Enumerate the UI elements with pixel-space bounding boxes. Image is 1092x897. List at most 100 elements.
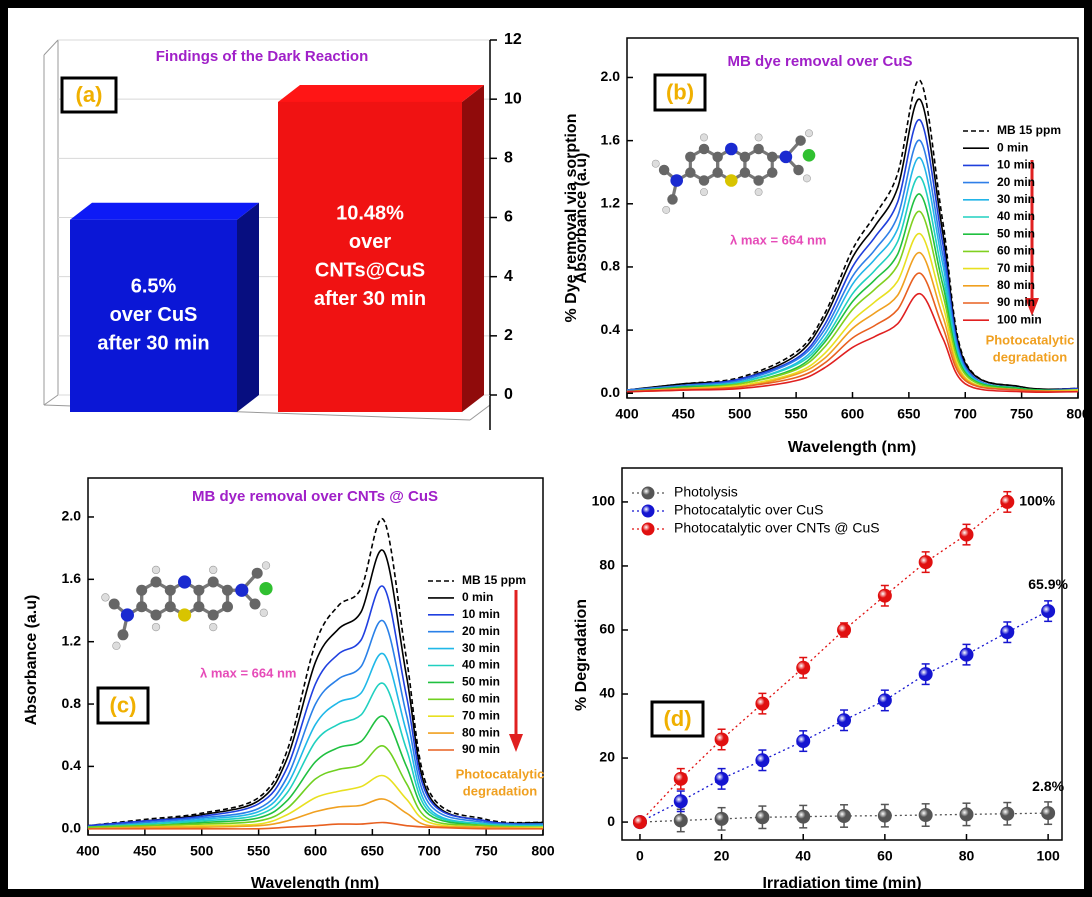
y-tick-label: 2 xyxy=(504,327,513,344)
value-label: 2.8% xyxy=(1032,778,1064,794)
x-tick-label: 550 xyxy=(784,406,808,422)
y-tick-label: 0 xyxy=(607,813,615,829)
bar-annotation: after 30 min xyxy=(314,288,426,310)
data-point xyxy=(674,772,687,785)
data-point xyxy=(878,694,891,707)
bar-annotation: CNTs@CuS xyxy=(315,260,425,282)
annotation: Photocatalytic xyxy=(456,766,545,781)
data-point xyxy=(919,809,932,822)
y-tick-label: 4 xyxy=(504,268,513,285)
legend-label: 10 min xyxy=(462,607,500,621)
data-point xyxy=(1001,807,1014,820)
x-tick-label: 700 xyxy=(418,843,442,859)
x-tick-label: 550 xyxy=(247,843,271,859)
x-axis-label: Wavelength (nm) xyxy=(251,875,379,892)
data-point xyxy=(838,714,851,727)
y-tick-label: 0.0 xyxy=(62,819,82,835)
legend-label: 60 min xyxy=(462,691,500,705)
bar xyxy=(278,102,462,412)
legend-label: 30 min xyxy=(997,192,1035,206)
bar-annotation: over xyxy=(349,231,391,253)
legend-label: 40 min xyxy=(462,658,500,672)
y-tick-label: 2.0 xyxy=(601,68,621,84)
data-point xyxy=(633,816,646,829)
y-tick-label: 100 xyxy=(592,493,616,509)
x-tick-label: 400 xyxy=(615,406,639,422)
annotation: Photocatalytic xyxy=(986,332,1075,347)
legend-label: 10 min xyxy=(997,158,1035,172)
x-tick-label: 800 xyxy=(1066,406,1090,422)
annotation: degradation xyxy=(463,783,537,798)
legend-label: 20 min xyxy=(462,624,500,638)
data-point xyxy=(674,814,687,827)
annotation: degradation xyxy=(993,349,1067,364)
chart-title: MB dye removal over CuS xyxy=(727,53,912,70)
y-tick-label: 2.0 xyxy=(62,508,82,524)
y-axis-label: Absorbance (a.u) xyxy=(573,153,590,284)
legend-marker xyxy=(642,487,654,499)
x-tick-label: 40 xyxy=(795,848,811,864)
legend-label: 90 min xyxy=(462,742,500,756)
data-point xyxy=(919,668,932,681)
legend-marker xyxy=(642,523,654,535)
data-point xyxy=(878,589,891,602)
data-point xyxy=(1042,605,1055,618)
data-point xyxy=(756,811,769,824)
data-point xyxy=(838,623,851,636)
y-tick-label: 10 xyxy=(504,90,522,107)
x-tick-label: 750 xyxy=(1010,406,1034,422)
panel-label: (d) xyxy=(663,706,691,731)
data-point xyxy=(715,733,728,746)
y-tick-label: 0.0 xyxy=(601,384,621,400)
x-tick-label: 600 xyxy=(841,406,865,422)
y-tick-label: 0.4 xyxy=(62,757,82,773)
y-tick-label: 0.8 xyxy=(62,695,82,711)
legend-label: MB 15 ppm xyxy=(997,123,1061,137)
panel-label: (b) xyxy=(666,79,694,104)
data-point xyxy=(715,772,728,785)
figure: 024681012% Dye removal via sorption6.5%o… xyxy=(0,0,1092,897)
data-point xyxy=(960,808,973,821)
data-point xyxy=(756,754,769,767)
legend-label: 20 min xyxy=(997,175,1035,189)
x-tick-label: 700 xyxy=(954,406,978,422)
legend-label: Photocatalytic over CuS xyxy=(674,502,823,518)
data-point xyxy=(1042,807,1055,820)
y-tick-label: 1.2 xyxy=(62,632,82,648)
y-tick-label: 80 xyxy=(599,557,615,573)
panel-label: (a) xyxy=(76,82,103,107)
y-tick-label: 8 xyxy=(504,150,513,167)
bar-annotation: after 30 min xyxy=(97,333,209,355)
data-point xyxy=(960,648,973,661)
y-tick-label: 1.6 xyxy=(62,570,82,586)
bar-side xyxy=(462,85,484,412)
y-tick-label: 20 xyxy=(599,749,615,765)
y-tick-label: 0.8 xyxy=(601,258,621,274)
y-tick-label: 1.2 xyxy=(601,194,621,210)
x-tick-label: 600 xyxy=(304,843,328,859)
y-tick-label: 0 xyxy=(504,386,513,403)
x-tick-label: 100 xyxy=(1036,848,1060,864)
legend-label: 80 min xyxy=(997,278,1035,292)
legend-label: 70 min xyxy=(462,708,500,722)
x-tick-label: 750 xyxy=(474,843,498,859)
bar-top xyxy=(278,85,484,102)
data-point xyxy=(797,661,810,674)
bar-side xyxy=(237,203,259,412)
x-tick-label: 80 xyxy=(959,848,975,864)
chart-title: Findings of the Dark Reaction xyxy=(156,48,369,65)
legend-label: 40 min xyxy=(997,209,1035,223)
x-tick-label: 60 xyxy=(877,848,893,864)
x-tick-label: 650 xyxy=(361,843,385,859)
legend-label: 100 min xyxy=(997,312,1042,326)
legend-label: 90 min xyxy=(997,295,1035,309)
y-tick-label: 12 xyxy=(504,31,522,48)
value-label: 100% xyxy=(1019,493,1055,509)
data-point xyxy=(756,697,769,710)
legend-label: 0 min xyxy=(997,140,1028,154)
x-tick-label: 0 xyxy=(636,848,644,864)
legend-label: 60 min xyxy=(997,244,1035,258)
data-point xyxy=(797,735,810,748)
x-tick-label: 650 xyxy=(897,406,921,422)
data-point xyxy=(960,528,973,541)
